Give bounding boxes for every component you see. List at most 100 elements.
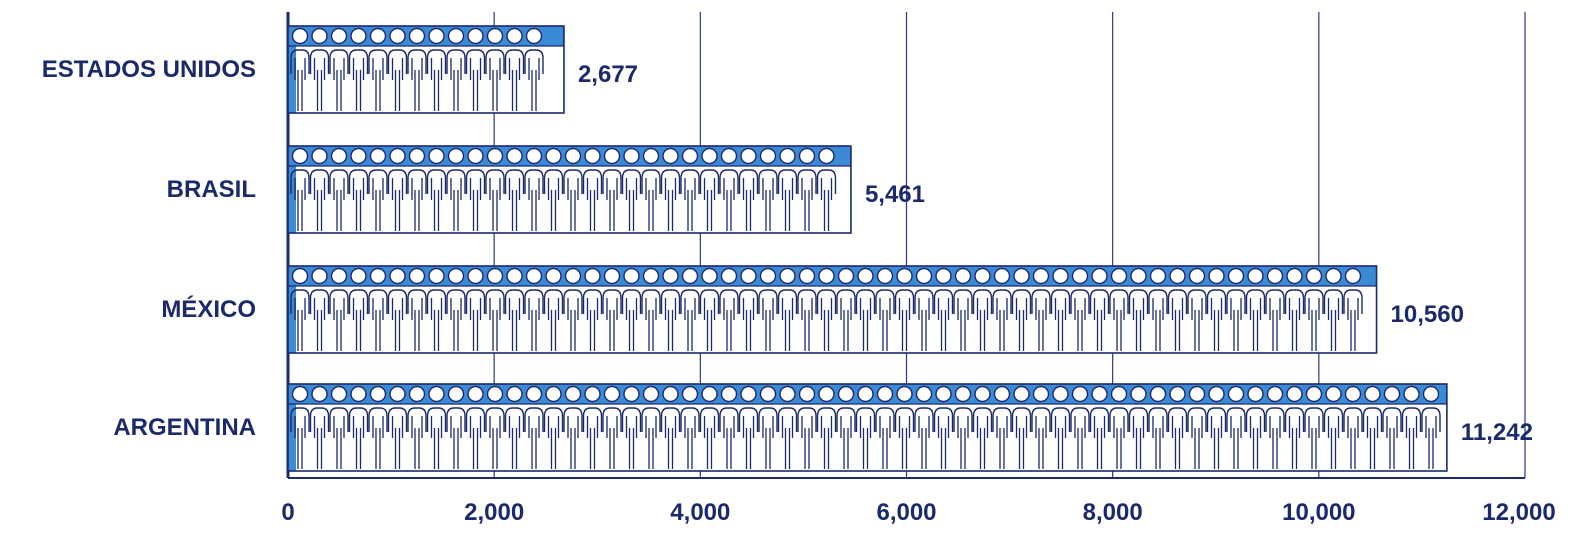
person-icon (1284, 267, 1305, 351)
bar-body (296, 286, 1377, 353)
person-icon (446, 267, 466, 351)
person-icon (1382, 385, 1402, 469)
person-icon (543, 385, 564, 469)
bar (287, 145, 852, 234)
category-label: ARGENTINA (113, 413, 256, 441)
person-icon (387, 267, 408, 351)
person-icon (1031, 385, 1051, 469)
person-icon (407, 385, 427, 469)
person-icon (816, 267, 837, 351)
person-icon (621, 147, 642, 231)
person-icon (660, 147, 681, 231)
bar-outline (287, 383, 1448, 472)
person-icon (972, 385, 993, 469)
person-icon (1304, 385, 1324, 469)
person-icon (738, 147, 759, 231)
person-icon (1070, 385, 1090, 469)
person-icon (290, 385, 310, 469)
person-icon (875, 385, 895, 469)
person-icon (563, 267, 583, 351)
person-icon (1304, 267, 1324, 351)
bar-left-strip (288, 166, 296, 233)
x-tick-label: 8,000 (1082, 499, 1143, 526)
person-icon (504, 147, 525, 231)
person-icon (1187, 267, 1207, 351)
value-label: 5,461 (864, 180, 925, 208)
person-icon (621, 267, 642, 351)
person-icon (602, 267, 622, 351)
person-icon (446, 27, 466, 111)
person-icon (485, 27, 505, 111)
person-icon (1050, 267, 1071, 351)
person-icon (1089, 385, 1110, 469)
person-icon (465, 27, 486, 111)
category-label: BRASIL (166, 175, 256, 203)
person-icon (836, 385, 856, 469)
person-icon (368, 147, 388, 231)
person-icon (504, 385, 525, 469)
x-tick-label: 6,000 (876, 499, 937, 526)
person-icon (933, 385, 954, 469)
person-icon (446, 385, 466, 469)
person-icon (1245, 267, 1266, 351)
person-icon (407, 147, 427, 231)
bar-body (296, 404, 1447, 471)
person-icon (894, 267, 915, 351)
person-icon (1265, 385, 1285, 469)
person-icon (641, 267, 661, 351)
person-icon (660, 385, 681, 469)
person-icon (290, 147, 310, 231)
person-icon (368, 385, 388, 469)
person-icon (875, 267, 895, 351)
person-icon (348, 147, 369, 231)
person-icon (1128, 385, 1149, 469)
person-icon (855, 267, 876, 351)
person-icon (719, 147, 739, 231)
x-tick-label: 12,000 (1482, 499, 1556, 526)
person-icon (563, 147, 583, 231)
person-icon (1109, 267, 1129, 351)
person-icon (1011, 385, 1032, 469)
person-icon (543, 267, 564, 351)
person-icon (797, 385, 817, 469)
person-icon (387, 27, 408, 111)
person-icon (797, 267, 817, 351)
bar-body (296, 166, 851, 233)
person-icon (602, 385, 622, 469)
x-tick-label: 10,000 (1282, 499, 1356, 526)
person-icon (1284, 385, 1305, 469)
person-icon (738, 267, 759, 351)
person-icon (699, 385, 720, 469)
person-icon (758, 267, 778, 351)
person-icon (1031, 267, 1051, 351)
bar-outline (287, 25, 565, 114)
person-icon (465, 385, 486, 469)
person-icon (816, 385, 837, 469)
person-icon (1265, 267, 1285, 351)
person-icon (1148, 385, 1168, 469)
person-icon (602, 147, 622, 231)
person-icon (348, 267, 369, 351)
person-icon (699, 267, 720, 351)
person-icon (719, 385, 739, 469)
bar (287, 25, 565, 114)
person-icon (582, 147, 603, 231)
person-icon (777, 147, 798, 231)
person-icon (504, 27, 525, 111)
person-icon (426, 27, 447, 111)
person-icon (446, 147, 466, 231)
person-icon (660, 267, 681, 351)
person-icon (426, 385, 447, 469)
person-icon (816, 147, 837, 231)
value-label: 10,560 (1390, 300, 1464, 328)
person-icon (738, 385, 759, 469)
person-icon (524, 27, 544, 111)
bar (287, 265, 1378, 354)
person-icon (1109, 385, 1129, 469)
person-icon (680, 267, 700, 351)
person-icon (758, 147, 778, 231)
bar (287, 383, 1448, 472)
person-icon (1167, 385, 1188, 469)
person-icon (953, 385, 973, 469)
